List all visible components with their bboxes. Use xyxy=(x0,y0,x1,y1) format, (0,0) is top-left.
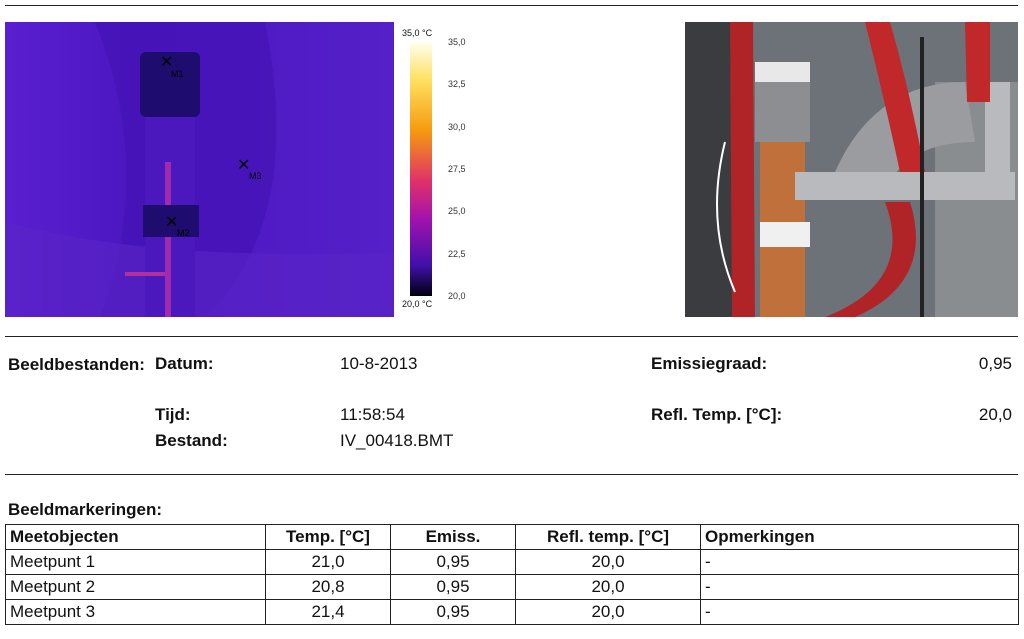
svg-text:✕: ✕ xyxy=(237,157,250,174)
cell: 21,0 xyxy=(265,549,391,575)
rule xyxy=(5,5,1018,6)
cell: 20,0 xyxy=(515,549,701,575)
scale-tick: 20,0 xyxy=(448,291,466,301)
field-label: Bestand: xyxy=(155,431,228,450)
cell: 21,4 xyxy=(265,599,391,625)
info-title: Beeldbestanden: xyxy=(8,355,145,374)
cell: Meetpunt 3 xyxy=(5,599,266,625)
field-label: Tijd: xyxy=(155,405,191,424)
table-row: Meetpunt 2 20,8 0,95 20,0- xyxy=(5,574,1019,600)
scale-tick: 22,5 xyxy=(448,248,466,259)
thermal-image: ✕ M1 ✕ M3 ✕ M2 xyxy=(5,22,394,317)
cell: 20,8 xyxy=(265,574,391,600)
param-label: Emissiegraad: xyxy=(651,354,768,373)
markings-table: Meetobjecten Temp. [°C] Emiss. Refl. temp. … xyxy=(5,524,1019,625)
header-cell: Meetobjecten xyxy=(5,524,266,550)
scale-bottom: 20,0 °C xyxy=(402,299,433,309)
cell: 0,95 xyxy=(390,549,516,575)
header-cell: Opmerkingen xyxy=(700,524,1019,550)
scale-tick: 30,0 xyxy=(448,121,466,132)
cell: - xyxy=(700,599,1019,625)
cell: - xyxy=(700,574,1019,600)
field-value: 10-8-2013 xyxy=(340,354,418,373)
color-scale xyxy=(410,42,432,296)
field-value: 11:58:54 xyxy=(340,405,405,424)
cell: Meetpunt 2 xyxy=(5,574,266,600)
photo xyxy=(685,22,1018,317)
header-cell: Refl. temp. [°C] xyxy=(515,524,701,550)
svg-text:✕: ✕ xyxy=(165,214,178,231)
marker-label: M1 xyxy=(171,69,184,79)
scale-tick: 32,5 xyxy=(448,79,466,90)
header-cell: Temp. [°C] xyxy=(265,524,391,550)
header-cell: Emiss. xyxy=(390,524,516,550)
scale-tick: 35,0 xyxy=(448,37,466,47)
table-title: Beeldmarkeringen: xyxy=(8,500,162,519)
cell: - xyxy=(700,549,1019,575)
rule xyxy=(5,336,1018,337)
table-row: Meetpunt 1 21,0 0,95 20,0- xyxy=(5,549,1019,575)
field-value: IV_00418.BMT xyxy=(340,431,454,450)
marker-label: M2 xyxy=(177,228,190,238)
cell: Meetpunt 1 xyxy=(5,549,266,575)
scale-tick: 25,0 xyxy=(448,206,466,217)
cell: 20,0 xyxy=(515,599,701,625)
cell: 0,95 xyxy=(390,599,516,625)
param-value: 20,0 xyxy=(978,405,1012,424)
marker-label: M3 xyxy=(249,171,262,181)
param-value: 0,95 xyxy=(978,354,1012,373)
table-row: Meetpunt 3 21,4 0,95 20,0- xyxy=(5,599,1019,625)
scale-top: 35,0 °C xyxy=(402,28,433,38)
param-label: Refl. Temp. [°C]: xyxy=(651,405,783,424)
scale-tick: 27,5 xyxy=(448,164,466,174)
rule xyxy=(5,474,1018,475)
svg-text:✕: ✕ xyxy=(160,54,173,71)
cell: 0,95 xyxy=(390,574,516,600)
field-label: Datum: xyxy=(155,354,214,373)
cell: 20,0 xyxy=(515,574,701,600)
